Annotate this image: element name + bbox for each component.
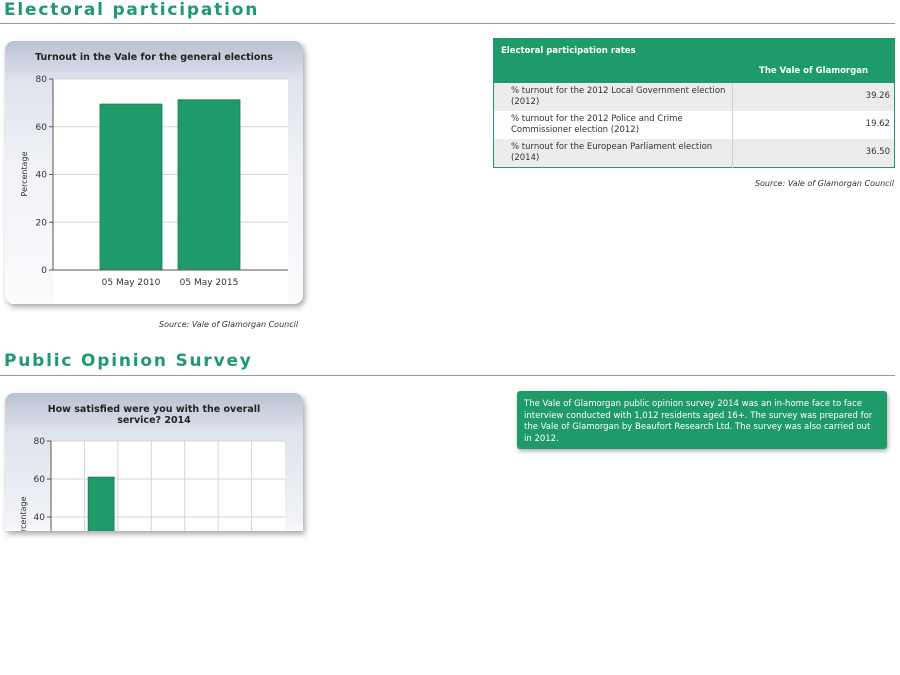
row-value: 19.62 <box>732 110 895 139</box>
turnout-chart-panel: Turnout in the Vale for the general elec… <box>5 41 303 304</box>
satisfaction-chart-panel: How satisfied were you with the overall … <box>5 393 303 531</box>
bar <box>99 103 163 271</box>
electoral-rates-table: Electoral participation rates The Vale o… <box>493 38 895 168</box>
section-divider <box>0 23 895 24</box>
bar <box>87 476 115 531</box>
section-divider <box>0 375 895 376</box>
y-axis-label: Percentage <box>20 151 29 196</box>
table-column-header: The Vale of Glamorgan <box>732 60 895 83</box>
row-value: 39.26 <box>732 82 895 111</box>
y-axis-label: Percentage <box>19 496 28 531</box>
y-tick-label: 60 <box>34 475 46 485</box>
y-tick-label: 20 <box>36 218 48 228</box>
y-tick-label: 0 <box>41 266 47 276</box>
bar <box>177 99 241 271</box>
table-row: % turnout for the 2012 Local Government … <box>493 82 895 111</box>
y-tick-label: 80 <box>36 75 48 85</box>
plot-area <box>53 79 288 304</box>
row-label: % turnout for the 2012 Local Government … <box>493 82 733 111</box>
table-source: Source: Vale of Glamorgan Council <box>754 179 894 188</box>
table-row-header-blank <box>493 60 733 83</box>
satisfaction-chart-title: How satisfied were you with the overall … <box>47 404 261 426</box>
section-title-electoral: Electoral participation <box>4 0 260 20</box>
satisfaction-chart: 40 60 80 Percentage <box>19 437 285 531</box>
row-value: 36.50 <box>732 138 895 167</box>
table-caption: Electoral participation rates <box>493 38 895 61</box>
y-tick-label: 40 <box>36 171 48 181</box>
section-title-survey: Public Opinion Survey <box>4 351 253 371</box>
turnout-chart-title: Turnout in the Vale for the general elec… <box>35 52 273 63</box>
y-tick-label: 80 <box>34 437 46 447</box>
table-row: % turnout for the 2012 Police and Crime … <box>493 110 895 139</box>
x-tick-label: 05 May 2015 <box>180 278 239 288</box>
table-row: % turnout for the European Parliament el… <box>493 138 895 167</box>
survey-info-box: The Vale of Glamorgan public opinion sur… <box>517 391 887 449</box>
row-label: % turnout for the 2012 Police and Crime … <box>493 110 733 139</box>
turnout-chart-source: Source: Vale of Glamorgan Council <box>159 320 299 329</box>
y-tick-label: 60 <box>36 123 48 133</box>
x-tick-label: 05 May 2010 <box>102 278 161 288</box>
y-tick-label: 40 <box>34 513 46 523</box>
turnout-chart: 0 20 40 60 80 05 May 2010 05 May 2015 Percentag… <box>20 75 288 304</box>
row-label: % turnout for the European Parliament el… <box>493 138 733 167</box>
survey-info-text: The Vale of Glamorgan public opinion sur… <box>524 399 873 444</box>
